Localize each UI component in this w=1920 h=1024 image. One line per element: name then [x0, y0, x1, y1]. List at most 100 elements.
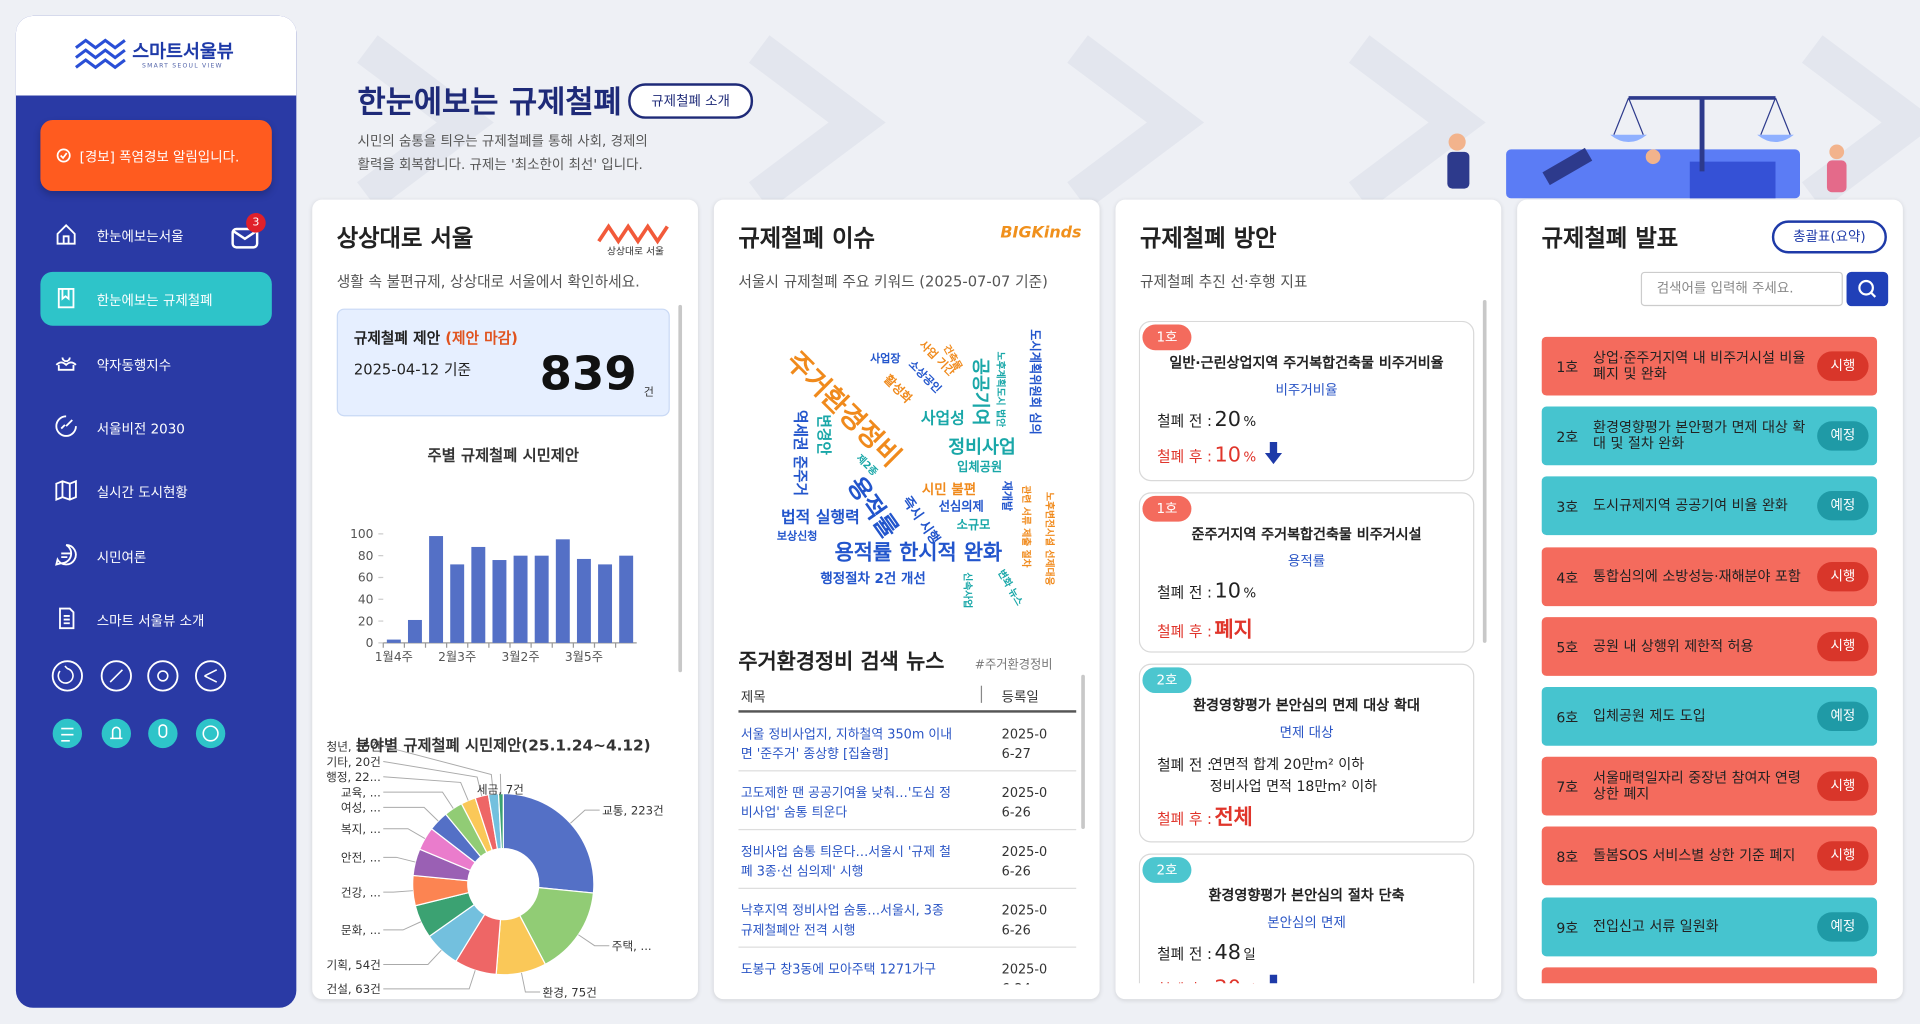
announcement-number: 9호 — [1556, 918, 1579, 937]
x-tick-label: 3월5주 — [565, 650, 603, 664]
keyword: 변경안 — [815, 414, 833, 455]
plan-badge: 2호 — [1142, 857, 1192, 883]
before-text: 정비사업 면적 18만m² 이하 — [1209, 777, 1378, 795]
after-row: 철폐 후 : 폐지 — [1157, 612, 1253, 642]
search-input[interactable]: 검색어를 입력해 주세요. — [1640, 271, 1843, 307]
search-button[interactable] — [1846, 271, 1889, 307]
news-row[interactable]: 낙후지역 정비사업 숨통…서울시, 3종 규제철폐안 전격 시행 2025-06-… — [738, 889, 1077, 948]
news-headline[interactable]: 정비사업 숨통 틔운다…서울시 '규제 철폐 3종·선 심의제' 시행 — [740, 844, 951, 880]
tool-icons — [51, 660, 227, 749]
leader-line — [570, 809, 600, 824]
tool-icon[interactable] — [101, 718, 132, 749]
news-row[interactable]: 도봉구 창3동에 모아주택 1271가구 2025-06-24 — [738, 948, 1076, 984]
scrollbar[interactable] — [1081, 674, 1085, 829]
menu-item[interactable]: 한눈에보는서울 3 — [40, 208, 271, 262]
gavel — [1542, 147, 1593, 186]
bar — [598, 564, 613, 643]
announcement-item[interactable]: 8호 돌봄SOS 서비스별 상한 기준 폐지 시행 — [1541, 826, 1878, 886]
summary-box: 규제철폐 제안 (제안 마감) 2025-04-12 기준 839 건 — [336, 308, 670, 417]
news-row[interactable]: 고도제한 땐 공공기여율 낮춰…'도심 정비사업' 숨통 틔운다 2025-06-… — [738, 771, 1077, 831]
announcement-number: 1호 — [1556, 358, 1579, 376]
mail-icon — [231, 227, 259, 249]
card-subtitle: 규제철폐 추진 선·후행 지표 — [1140, 273, 1308, 291]
after-label: 철폐 후 : — [1157, 981, 1212, 983]
card-title: 규제철폐 발표 — [1541, 225, 1679, 253]
icon-glyph — [110, 726, 123, 740]
slice-label: 행정, 22... — [326, 770, 381, 784]
search-icon — [1858, 279, 1877, 298]
card-title: 규제철폐 방안 — [1140, 225, 1277, 253]
tool-icon[interactable] — [148, 718, 178, 749]
leader-line — [383, 806, 439, 822]
announcement-item[interactable]: 7호 서울매력일자리 중장년 참여자 연령 상한 폐지 시행 — [1541, 756, 1878, 816]
leader-line — [383, 856, 416, 863]
tool-icon[interactable] — [52, 718, 83, 749]
announcement-item[interactable]: 6호 입체공원 제도 도입 예정 — [1541, 686, 1878, 746]
announcement-item[interactable]: 3호 도시규제지역 공공기여 비율 완화 예정 — [1541, 476, 1878, 536]
after-unit: % — [1243, 449, 1257, 466]
y-tick-label: 0 — [366, 636, 374, 650]
menu-item[interactable]: 약자동행지수 — [40, 336, 271, 390]
announcement-number: 5호 — [1556, 638, 1579, 657]
summary-button[interactable]: 총괄표(요약) — [1771, 220, 1887, 254]
alert-banner[interactable]: [경보] 폭염경보 알림입니다. — [40, 120, 272, 192]
keyword: 재개발 — [1001, 481, 1015, 511]
icon-glyph — [61, 727, 74, 742]
announcement-item[interactable]: 2호 환경영향평가 본안평가 면제 대상 확대 및 절차 완화 예정 — [1541, 406, 1878, 466]
alert-text: [경보] 폭염경보 알림입니다. — [79, 149, 240, 166]
bar — [429, 536, 444, 643]
bar — [450, 564, 465, 643]
news-headline[interactable]: 도봉구 창3동에 모아주택 1271가구 — [740, 962, 936, 978]
bar — [407, 619, 422, 643]
news-row[interactable]: 서울 정비사업지, 지하철역 350m 이내면 '준주거' 종상향 [집슐랭] 2… — [738, 713, 1077, 772]
after-label: 철폐 후 : — [1157, 810, 1212, 828]
tool-icon[interactable] — [195, 660, 227, 692]
announcement-item[interactable]: 9호 전입신고 서류 일원화 예정 — [1541, 896, 1878, 956]
scrollbar[interactable] — [678, 304, 683, 673]
before-value: 48 — [1214, 940, 1241, 965]
column-divider — [980, 685, 983, 703]
tool-icon[interactable] — [51, 660, 83, 692]
announcement-item[interactable]: 5호 공원 내 상행위 제한적 허용 시행 — [1541, 616, 1878, 676]
announcement-item[interactable]: 4호 통합심의에 소방성능·재해분야 포함 시행 — [1541, 546, 1878, 606]
menu-item[interactable]: 스마트 서울뷰 소개 — [40, 592, 271, 646]
intro-button[interactable]: 규제철폐 소개 — [628, 83, 754, 119]
tool-icon[interactable] — [147, 660, 179, 692]
scrollbar[interactable] — [1482, 300, 1487, 643]
announcement-number: 2호 — [1556, 428, 1579, 446]
summary-status: (제안 마감) — [445, 329, 518, 347]
icon-glyph — [158, 724, 168, 738]
announcement-number: 4호 — [1556, 568, 1579, 586]
icon-glyph — [55, 356, 77, 371]
x-tick-label: 3월2주 — [502, 650, 540, 664]
menu-item[interactable]: 한눈에보는 규제철폐 — [40, 272, 272, 327]
announcement-item[interactable] — [1541, 966, 1878, 984]
menu-item[interactable]: 서울비전 2030 — [40, 400, 271, 454]
plan-badge: 2호 — [1142, 667, 1192, 694]
card-logo: 상상대로 서울 — [597, 223, 669, 258]
news-headline[interactable]: 서울 정비사업지, 지하철역 350m 이내면 '준주거' 종상향 [집슐랭] — [740, 727, 953, 762]
tool-icon[interactable] — [195, 718, 226, 749]
announcement-text: 공원 내 상행위 제한적 허용 — [1593, 637, 1754, 655]
announcement-item[interactable]: 1호 상업·준주거지역 내 비주거시설 비율 폐지 및 완화 시행 — [1541, 336, 1878, 396]
card-subtitle: 생활 속 불편규제, 상상대로 서울에서 확인하세요. — [336, 273, 640, 291]
tool-icon[interactable] — [100, 660, 132, 692]
menu-item[interactable]: 실시간 도시현황 — [40, 464, 271, 518]
page-title: 한눈에보는 규제철폐 — [357, 84, 622, 121]
scale-pan — [1757, 134, 1794, 143]
announcement-number: 3호 — [1556, 498, 1579, 516]
status-badge: 시행 — [1817, 351, 1869, 381]
leader-line — [383, 828, 426, 840]
column-header: 제목 — [740, 689, 766, 706]
logo[interactable]: 스마트서울뷰 SMART SEOUL VIEW — [15, 15, 297, 96]
news-headline[interactable]: 낙후지역 정비사업 숨통…서울시, 3종 규제철폐안 전격 시행 — [740, 903, 944, 938]
menu-item[interactable]: 시민여론 — [40, 528, 271, 582]
news-headline[interactable]: 고도제한 땐 공공기여율 낮춰…'도심 정비사업' 숨통 틔운다 — [740, 786, 951, 821]
before-row: 철폐 전 :10% — [1157, 579, 1256, 603]
keyword: 공공기여 — [970, 358, 991, 426]
news-row[interactable]: 정비사업 숨통 틔운다…서울시 '규제 철폐 3종·선 심의제' 시행 2025-… — [738, 830, 1077, 889]
before-label: 철폐 전 : — [1157, 584, 1212, 602]
